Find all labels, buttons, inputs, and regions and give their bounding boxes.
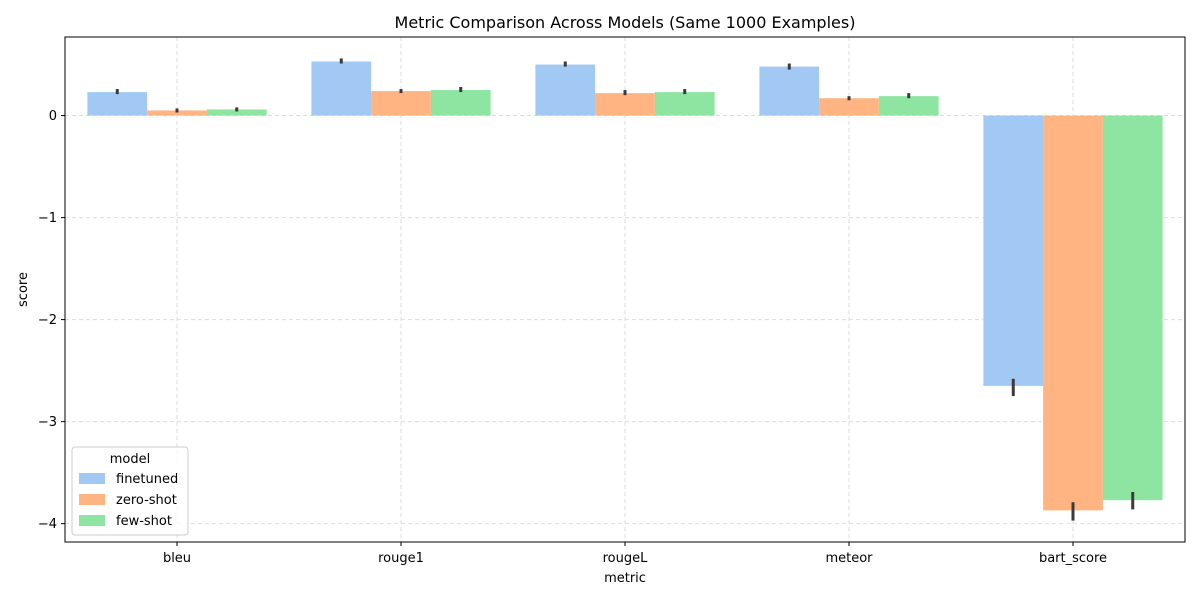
legend-label-zero-shot: zero-shot [116,493,177,508]
bar-zero-shot-rougeL [595,93,655,116]
chart-title: Metric Comparison Across Models (Same 10… [395,13,856,32]
y-axis-label: score [16,272,31,307]
y-tick-label: −3 [38,415,57,430]
bar-zero-shot-bart_score [1043,115,1103,511]
bar-few-shot-meteor [878,96,939,116]
legend-label-few-shot: few-shot [116,514,172,529]
y-tick-label: −2 [38,313,57,328]
bar-zero-shot-rouge1 [371,91,431,116]
bar-few-shot-bart_score [1102,115,1163,501]
bar-finetuned-bleu [87,92,148,116]
x-tick-label: meteor [825,551,873,566]
x-tick-label: rouge1 [378,551,424,566]
axis-ticks: 0 −1 −2 −3 −4 bleu rouge1 rougeL meteor bart_scor… [38,109,1107,566]
legend: model finetuned zero-shot few-shot [71,446,189,536]
x-tick-label: bart_score [1039,551,1107,566]
bar-few-shot-rougeL [654,92,715,116]
legend-label-finetuned: finetuned [116,472,178,487]
y-tick-label: −1 [38,211,57,226]
x-axis-label: metric [604,571,646,586]
bar-finetuned-meteor [759,66,820,116]
legend-swatch-few-shot [79,515,105,526]
bar-zero-shot-bleu [147,110,207,116]
bar-finetuned-rouge1 [311,61,372,116]
legend-swatch-zero-shot [79,494,105,505]
x-tick-label: rougeL [603,551,649,566]
bar-zero-shot-meteor [819,98,879,116]
bar-few-shot-bleu [206,109,267,116]
bar-few-shot-rouge1 [430,90,491,116]
legend-items: finetuned zero-shot few-shot [79,472,178,529]
y-tick-label: 0 [49,109,57,124]
error-bars [115,58,1135,521]
legend-swatch-finetuned [79,473,105,484]
bars [87,61,1163,511]
x-tick-label: bleu [163,551,191,566]
y-tick-label: −4 [38,517,57,532]
legend-box [71,446,189,536]
legend-title: model [110,452,150,467]
bar-finetuned-rougeL [535,64,596,116]
bar-finetuned-bart_score [983,115,1044,386]
